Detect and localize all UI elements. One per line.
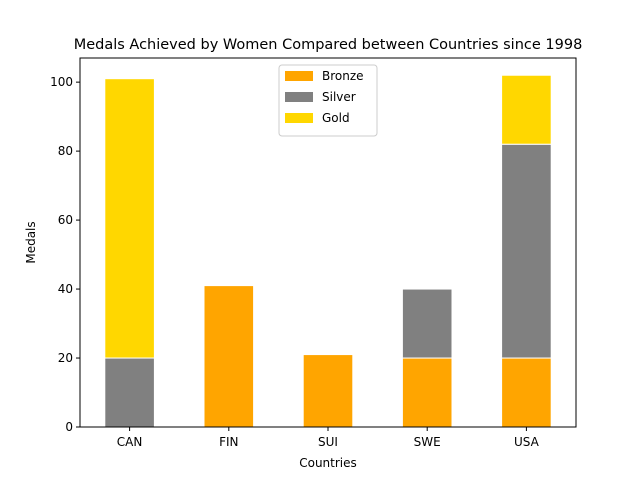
bar-usa-silver xyxy=(501,143,552,359)
y-tick-label: 20 xyxy=(58,351,73,365)
y-tick-label: 100 xyxy=(50,75,73,89)
bar-fin-bronze xyxy=(203,285,255,428)
legend-label-gold: Gold xyxy=(322,111,350,125)
legend-swatch-gold xyxy=(285,113,313,123)
legend: Bronze Silver Gold xyxy=(278,64,378,137)
y-axis-label: Medals xyxy=(24,221,38,263)
bars-layer xyxy=(104,74,552,428)
y-axis: 0 20 40 60 80 100 xyxy=(50,75,80,434)
legend-swatch-silver xyxy=(285,92,313,102)
bar-swe-bronze xyxy=(401,357,453,428)
x-tick-label-fin: FIN xyxy=(219,435,238,449)
x-tick-label-can: CAN xyxy=(117,435,143,449)
legend-label-silver: Silver xyxy=(322,90,356,104)
y-tick-label: 40 xyxy=(58,282,73,296)
legend-label-bronze: Bronze xyxy=(322,69,364,83)
bar-swe-silver xyxy=(401,288,453,359)
bar-usa-bronze xyxy=(501,357,552,428)
y-tick-label: 0 xyxy=(65,420,73,434)
bar-can-gold xyxy=(104,78,155,359)
bar-usa-gold xyxy=(501,74,552,145)
y-tick-label: 80 xyxy=(58,144,73,158)
x-tick-label-usa: USA xyxy=(514,435,540,449)
bar-can-silver xyxy=(104,357,155,428)
x-axis: CAN FIN SUI SWE USA xyxy=(117,427,540,449)
x-tick-label-swe: SWE xyxy=(414,435,441,449)
bar-sui-bronze xyxy=(302,354,354,428)
legend-swatch-bronze xyxy=(285,71,313,81)
chart-title: Medals Achieved by Women Compared betwee… xyxy=(74,37,583,53)
x-tick-label-sui: SUI xyxy=(318,435,338,449)
x-axis-label: Countries xyxy=(299,456,357,470)
y-tick-label: 60 xyxy=(58,213,73,227)
